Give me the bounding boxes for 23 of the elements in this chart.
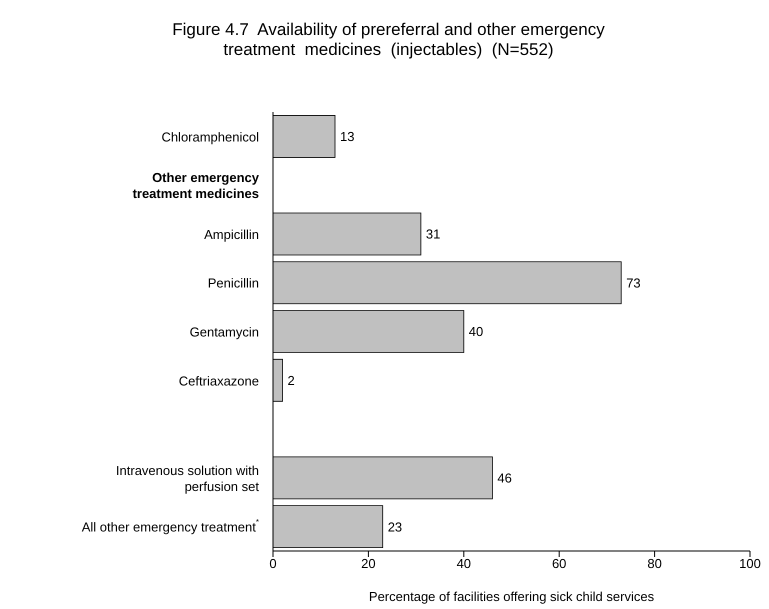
x-axis-title: Percentage of facilities offering sick child services xyxy=(368,589,655,604)
x-tick-label: 80 xyxy=(647,556,662,572)
data-label: 23 xyxy=(388,519,402,534)
x-tick-label: 40 xyxy=(456,556,472,572)
x-tick-label: 20 xyxy=(361,556,376,572)
x-tick-label: 60 xyxy=(552,556,566,572)
data-label: 46 xyxy=(497,470,512,486)
y-tick-label: Intravenous solution with perfusion set xyxy=(116,462,260,494)
y-tick-label: All other emergency treatment$^{*}$ xyxy=(82,518,259,534)
data-label: 31 xyxy=(426,226,440,242)
y-tick-label: Gentamycin xyxy=(190,324,259,339)
y-tick-label: Chloramphenicol xyxy=(161,128,260,144)
data-label: 40 xyxy=(468,324,484,340)
x-tick-label: 0 xyxy=(269,556,277,572)
y-tick-label: Ampicillin xyxy=(204,226,259,242)
data-label: 73 xyxy=(626,275,641,290)
chart-title: Figure 4.7 Availability of prereferral and other emergency treatment medicines (injectables) (N=552) xyxy=(171,19,606,61)
y-tick-label: Ceftriaxazone xyxy=(178,372,259,388)
x-tick-label: 100 xyxy=(739,556,761,572)
data-label: 13 xyxy=(340,129,354,144)
data-label: 2 xyxy=(288,372,295,388)
y-tick-label: Penicillin xyxy=(208,275,259,290)
y-tick-label: Other emergency treatment medicines xyxy=(132,170,260,201)
